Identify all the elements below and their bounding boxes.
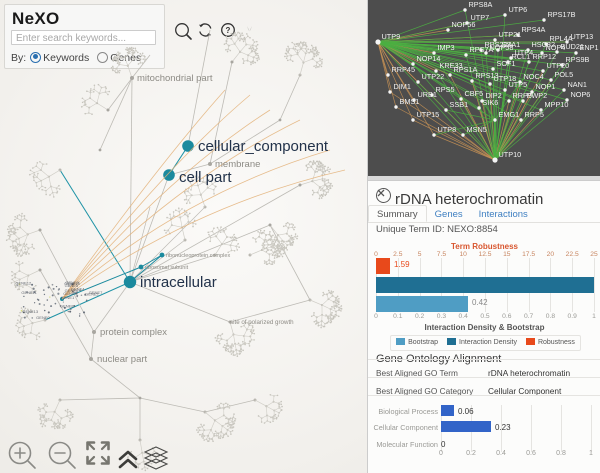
svg-text:GENE6: GENE6 [65,288,79,293]
svg-text:RPS5: RPS5 [436,85,455,94]
svg-text:SIK6: SIK6 [483,98,499,107]
svg-text:site of polarized growth: site of polarized growth [230,319,294,326]
svg-text:RPS17B: RPS17B [548,10,576,19]
svg-text:ENP1: ENP1 [580,43,599,52]
svg-text:nuclear part: nuclear part [97,354,148,365]
svg-text:cell part: cell part [179,169,232,186]
svg-text:UTP15: UTP15 [417,110,440,119]
svg-text:UTP8: UTP8 [438,125,457,134]
svg-text:CBF5: CBF5 [465,89,484,98]
svg-text:RPS9B: RPS9B [566,55,590,64]
svg-text:intracellular: intracellular [140,274,217,291]
svg-text:RPS4A: RPS4A [522,25,546,34]
svg-text:RPS1A: RPS1A [454,65,478,74]
svg-text:mitochondrial part: mitochondrial part [137,73,213,84]
svg-text:RRP45: RRP45 [392,65,416,74]
svg-text:GENE13: GENE13 [22,309,39,314]
svg-text:EMG1: EMG1 [499,110,520,119]
svg-text:SOF1: SOF1 [497,59,516,68]
svg-text:GENE8: GENE8 [60,303,74,308]
svg-text:NOP14: NOP14 [417,54,441,63]
svg-text:RRP12: RRP12 [533,52,557,61]
svg-text:PWP2: PWP2 [527,91,548,100]
svg-text:UTP4: UTP4 [515,48,534,57]
svg-text:ribosomal subunit: ribosomal subunit [145,265,189,271]
svg-text:GENE12: GENE12 [15,280,32,285]
svg-text:MPP10: MPP10 [545,100,569,109]
svg-text:UTP13: UTP13 [571,32,594,41]
svg-text:UTP18: UTP18 [494,74,517,83]
svg-text:UTP6: UTP6 [509,5,528,14]
svg-text:UTP7: UTP7 [471,13,490,22]
svg-text:NOP1: NOP1 [536,82,556,91]
svg-text:IMP3: IMP3 [438,43,455,52]
svg-text:GENE7: GENE7 [89,290,103,295]
svg-text:RPS8A: RPS8A [469,0,493,9]
svg-text:GENE10: GENE10 [64,281,81,286]
svg-text:UTP9: UTP9 [382,32,401,41]
svg-text:UTP10: UTP10 [499,150,522,159]
svg-text:ribonucleoprotein complex: ribonucleoprotein complex [166,253,230,259]
svg-text:POL5: POL5 [555,70,574,79]
svg-text:NAN1: NAN1 [568,80,587,89]
svg-text:DIM1: DIM1 [394,82,411,91]
svg-text:GENE0: GENE0 [36,315,50,320]
svg-text:NOP6: NOP6 [571,90,591,99]
svg-text:cellular_component: cellular_component [198,138,329,155]
svg-text:GENE11: GENE11 [21,290,37,295]
svg-text:URB1: URB1 [418,90,437,99]
svg-text:UTP22: UTP22 [422,72,445,81]
svg-text:SSB1: SSB1 [450,100,469,109]
svg-text:SSA1: SSA1 [502,40,521,49]
svg-text:protein complex: protein complex [100,327,167,338]
svg-text:BMS1: BMS1 [400,97,420,106]
svg-text:MSN5: MSN5 [467,125,487,134]
